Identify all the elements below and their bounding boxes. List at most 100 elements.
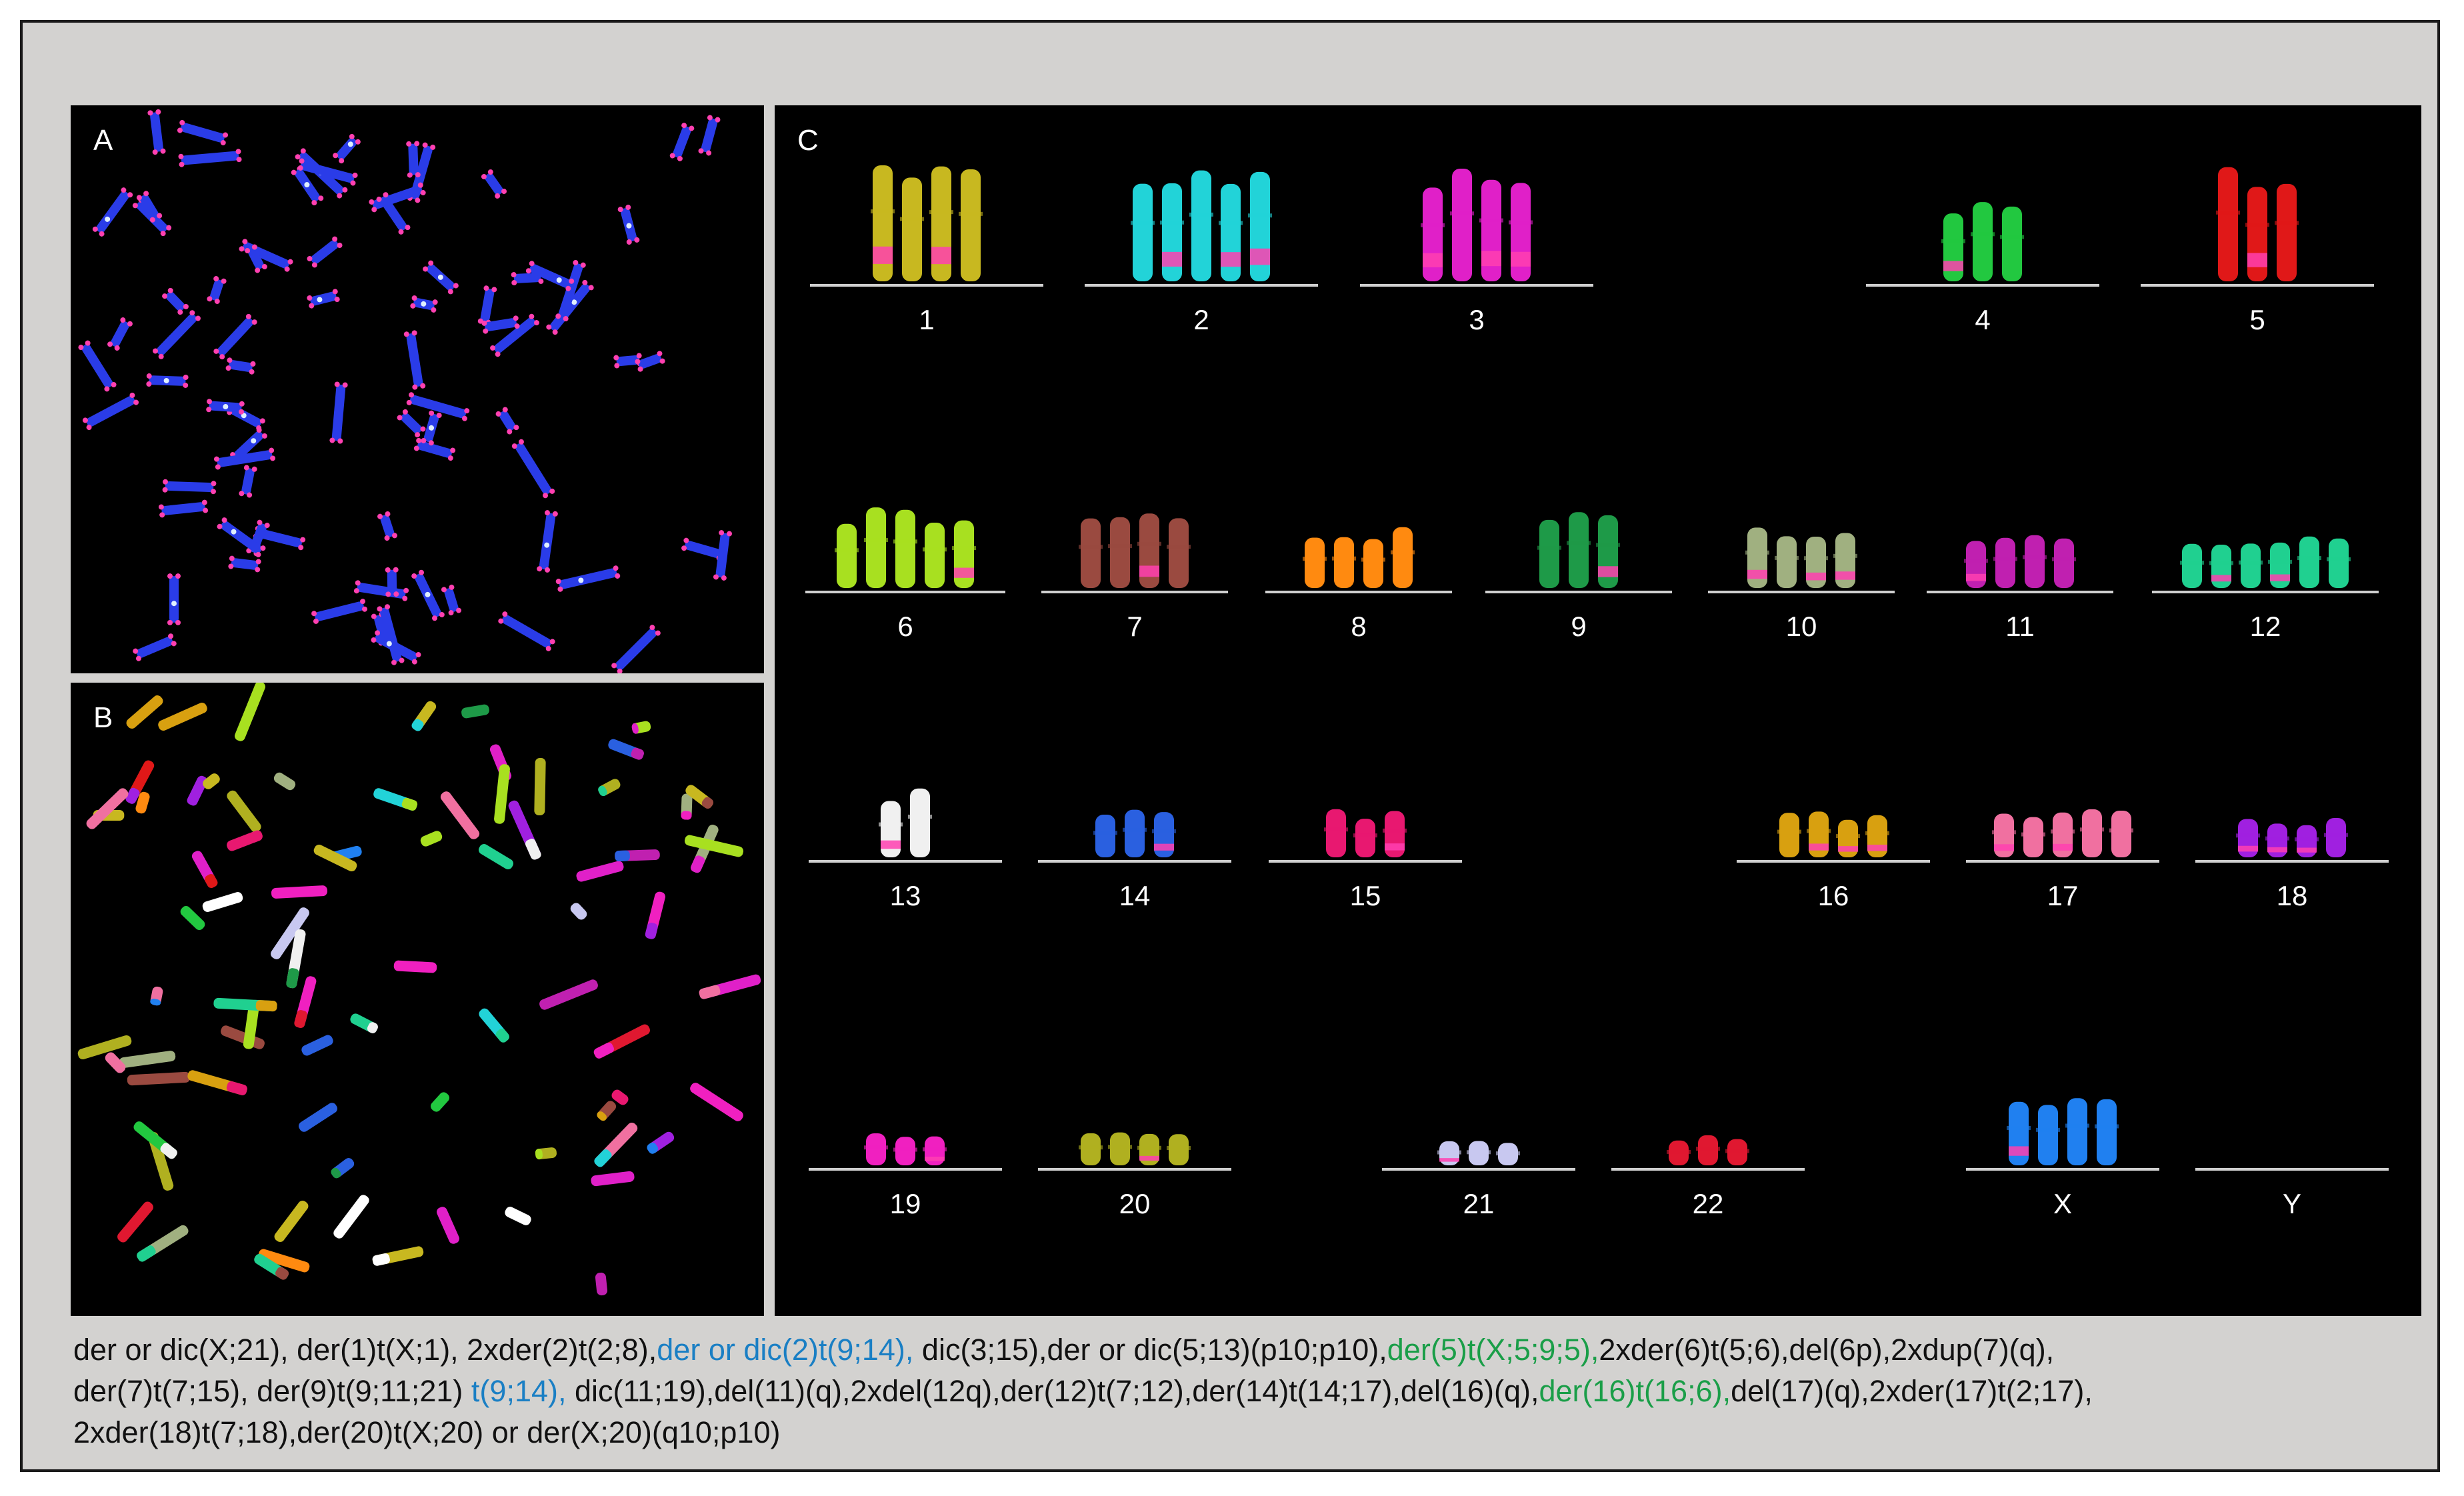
karyogram-chromosome (1437, 1141, 1461, 1165)
caption-segment: der or dic(X;21), der(1)t(X;1), 2xder(2)… (73, 1333, 657, 1367)
chromosome-blue (481, 315, 520, 334)
karyogram-chromosome (1537, 519, 1561, 588)
karyogram-chromosome (1992, 813, 2016, 857)
caption-segment-green: der(5)t(X;5;9;5), (1387, 1333, 1599, 1367)
karyogram-label: 8 (1351, 611, 1366, 642)
chromosome-mfish (147, 1132, 174, 1191)
karyogram-chromosome (2324, 817, 2348, 857)
karyogram-chromosome (1509, 183, 1533, 281)
chromosome-mfish (539, 979, 598, 1010)
chromosome-mfish (213, 997, 277, 1012)
chromosome-mfish (684, 835, 744, 857)
karyogram-slot-7: 7 (1041, 513, 1228, 642)
chromosome-mfish (690, 1083, 743, 1121)
karyogram-slot-3: 3 (1360, 168, 1593, 335)
karyotype-caption: der or dic(X;21), der(1)t(X;1), 2xder(2)… (73, 1329, 2407, 1453)
karyogram-chromosome (1167, 518, 1191, 588)
karyogram-chromosome (1450, 168, 1474, 281)
karyogram-chromosome (1496, 1143, 1520, 1165)
karyogram-chromosome (1160, 183, 1184, 281)
chromosome-blue (206, 399, 245, 415)
chromosome-blue (377, 511, 397, 541)
karyogram-label: 17 (2047, 880, 2079, 911)
karyogram-chromosome (2051, 812, 2075, 857)
karyogram-chromosome (1971, 202, 1995, 281)
chromosome-mfish (570, 903, 587, 920)
karyogram-chromosome (893, 1137, 917, 1165)
caption-segment: dic(11;19),del(11)(q),2xdel(12q),der(12)… (566, 1374, 1539, 1408)
chromosome-blue (239, 465, 257, 498)
chromosome-mfish (158, 703, 207, 731)
caption-segment: 2xder(6)t(5;6),del(6p),2xdup(7)(q), (1599, 1333, 2055, 1367)
chromosome-mfish (333, 1195, 369, 1239)
karyogram-slot-22: 22 (1611, 1135, 1805, 1219)
chromosome-mfish (227, 830, 263, 851)
karyogram-chromosome (1248, 171, 1272, 281)
karyogram-slot-18: 18 (2195, 817, 2389, 911)
karyogram-slot-20: 20 (1038, 1132, 1231, 1219)
chromosome-mfish (593, 1024, 650, 1059)
chromosome-mfish (608, 739, 644, 760)
chromosome-blue (353, 580, 409, 601)
chromosome-blue (162, 479, 217, 495)
karyogram-chromosome (2036, 1105, 2060, 1165)
chromosome-mfish (227, 790, 261, 833)
chromosome-blue (385, 567, 399, 597)
chromosome-mfish (133, 1121, 177, 1159)
karyogram-label: 13 (890, 880, 921, 911)
chromosome-blue (307, 289, 340, 309)
chromosome-mfish (125, 760, 155, 804)
chromosome-mfish (180, 906, 205, 930)
chromosome-mfish (258, 1249, 310, 1273)
chromosome-blue (441, 584, 462, 616)
chromosome-blue (555, 565, 621, 592)
chromosome-blue (511, 439, 555, 499)
karyogram-chromosome (2095, 1099, 2119, 1165)
karyogram-chromosome (2065, 1098, 2089, 1165)
karyogram-slot-9: 9 (1485, 512, 1672, 642)
chromosome-mfish (681, 793, 693, 820)
karyogram-chromosome (1567, 512, 1591, 588)
chromosome-mfish (127, 1071, 191, 1086)
chromosome-blue (403, 330, 426, 390)
karyogram-slot-2: 2 (1085, 170, 1318, 335)
chromosome-blue (207, 276, 227, 304)
chromosome-mfish (299, 1103, 337, 1132)
karyogram-label: 9 (1571, 611, 1586, 642)
chromosome-mfish (294, 976, 317, 1028)
karyogram-chromosome (959, 169, 983, 281)
karyogram-chromosome (1725, 1139, 1749, 1165)
karyogram-label: 12 (2250, 611, 2281, 642)
karyogram-chromosome (2295, 825, 2319, 857)
karyogram-label: 21 (1463, 1188, 1495, 1219)
karyogram-chromosome (835, 523, 859, 588)
karyogram-chromosome (1479, 179, 1503, 281)
karyogram-chromosome (1993, 537, 2017, 588)
karyogram-chromosome (1303, 537, 1327, 588)
karyogram-label: 7 (1127, 611, 1142, 642)
chromosome-blue (177, 119, 229, 146)
chromosome-blue (217, 517, 266, 557)
karyogram-slot-15: 15 (1269, 809, 1462, 911)
panel-a-letter: A (93, 124, 113, 157)
karyogram-chromosome (1137, 1133, 1161, 1165)
chromosome-mfish (286, 929, 306, 989)
chromosome-blue (635, 351, 665, 372)
karyogram-label: 6 (897, 611, 913, 642)
karyogram-chromosome (1777, 813, 1801, 857)
chromosome-blue (613, 353, 643, 369)
karyogram-slot-1: 1 (810, 165, 1043, 335)
chromosome-mfish (699, 974, 761, 999)
karyogram-slot-14: 14 (1038, 809, 1231, 911)
karyogram-chromosome (864, 507, 888, 588)
chromosome-blue (213, 447, 276, 470)
karyogram-label: 10 (1786, 611, 1817, 642)
chromosome-mfish (271, 885, 328, 899)
karyogram-chromosome (929, 166, 953, 281)
chromosome-mfish (274, 1200, 309, 1243)
caption-segment: 2xder(18)t(7;18),der(20)t(X;20) or der(X… (73, 1415, 781, 1449)
karyogram-chromosome (2297, 536, 2321, 588)
chromosome-blue (490, 313, 539, 357)
karyogram-label: X (2053, 1188, 2072, 1219)
